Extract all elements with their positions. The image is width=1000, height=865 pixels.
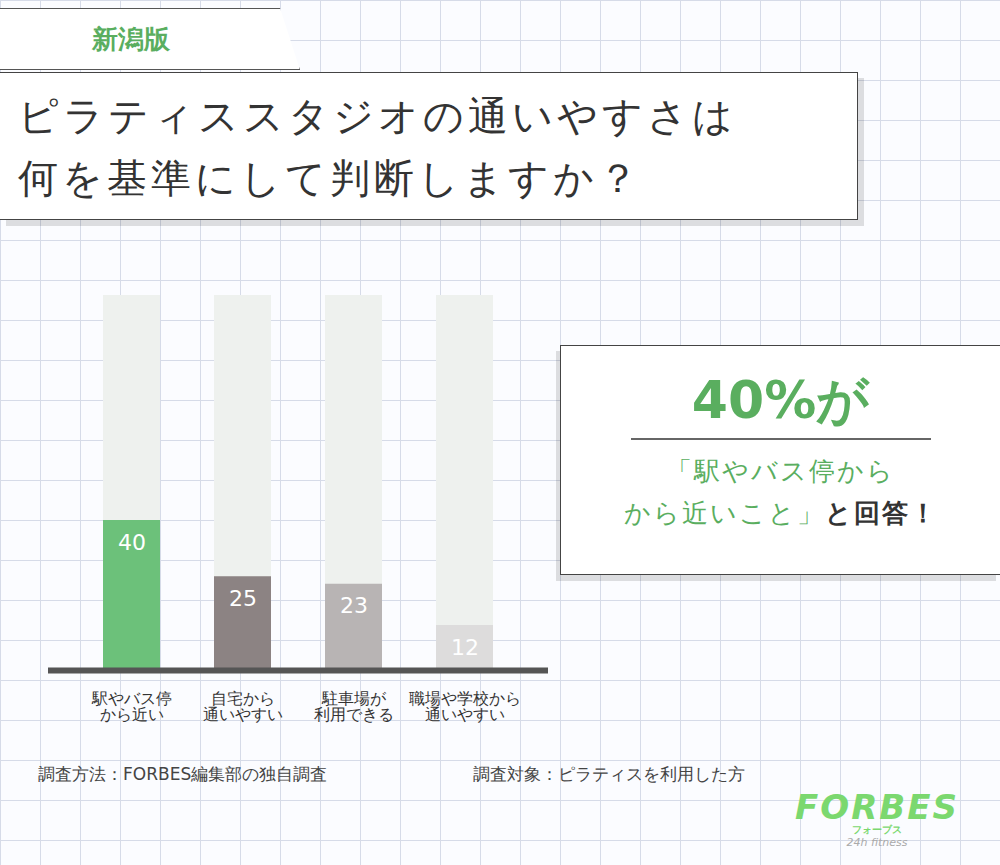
svg-text:駐車場が利用できる: 駐車場が利用できる bbox=[314, 689, 394, 724]
svg-text:12: 12 bbox=[451, 635, 479, 660]
svg-text:23: 23 bbox=[340, 593, 368, 618]
svg-text:職場や学校から通いやすい: 職場や学校から通いやすい bbox=[409, 689, 521, 724]
svg-text:40: 40 bbox=[118, 530, 146, 555]
svg-text:25: 25 bbox=[229, 586, 257, 611]
html-text:フォーブス: フォーブス bbox=[852, 824, 902, 835]
html-text:「駅やバス停から から近いこと」と回答！: 「駅やバス停から から近いこと」と回答！ bbox=[623, 456, 938, 528]
svg-text:自宅から通いやすい: 自宅から通いやすい bbox=[203, 689, 283, 724]
html-text:ピラティススタジオの通いやすさは 何を基準にして判断しますか: ピラティススタジオの通いやすさは 何を基準にして判断しますか？ bbox=[18, 93, 737, 201]
html-text:調査対象：ピラティスを利用した方: 調査対象：ピラティスを利用した方 bbox=[473, 764, 745, 784]
html-text:40%が: 40%が bbox=[691, 370, 870, 430]
html-text:24h fitness: 24h fitness bbox=[846, 836, 908, 849]
html-text:新潟版: 新潟版 bbox=[92, 23, 170, 54]
svg-text:駅やバス停から近い: 駅やバス停から近い bbox=[91, 689, 172, 724]
html-text:調査方法：FORBES編集部の独自調査: 調査方法：FORBES編集部の独自調査 bbox=[38, 764, 328, 784]
html-text:FORBES: FORBES bbox=[795, 787, 959, 827]
